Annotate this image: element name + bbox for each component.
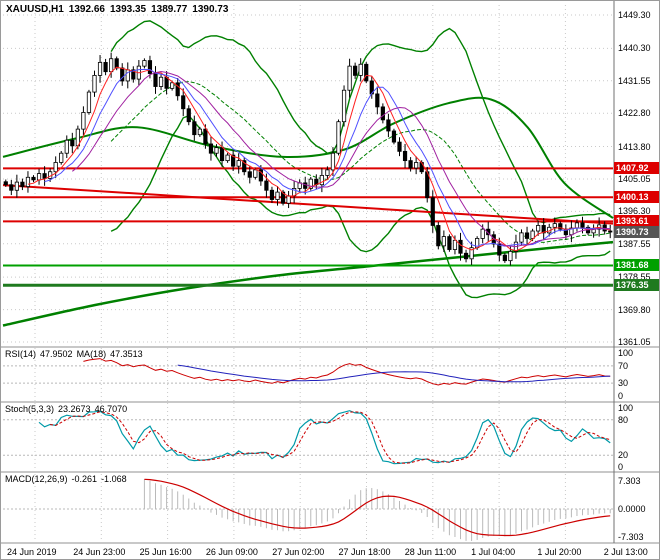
chart-title: XAUUSD,H1 1392.66 1393.35 1389.77 1390.73 bbox=[6, 4, 233, 15]
price-level-badge: 1376.35 bbox=[614, 278, 659, 291]
time-axis-label: 27 Jun 18:00 bbox=[338, 547, 391, 557]
stoch-name: Stoch(5,3,3) bbox=[5, 404, 55, 414]
macd-panel-label: MACD(12,26,9) -0.261 -1.068 bbox=[5, 474, 131, 484]
macd-scale-tick: 7.303 bbox=[618, 475, 641, 486]
rsi-ma-name: MA(18) bbox=[76, 349, 107, 359]
symbol-timeframe-label: XAUUSD,H1 bbox=[6, 4, 64, 15]
rsi-value: 47.9502 bbox=[40, 349, 73, 359]
rsi-name: RSI(14) bbox=[5, 349, 37, 359]
price-axis-tick: 1378.55 bbox=[618, 272, 651, 283]
rsi-scale-tick: 70 bbox=[618, 360, 629, 371]
rsi-scale-tick: 30 bbox=[618, 378, 629, 389]
time-axis-label: 28 Jun 11:00 bbox=[404, 547, 457, 557]
macd-name: MACD(12,26,9) bbox=[5, 474, 68, 484]
rsi-ma-value: 47.3513 bbox=[110, 349, 143, 359]
price-axis-tick: 1387.55 bbox=[618, 238, 651, 249]
time-axis-label: 24 Jun 2019 bbox=[7, 547, 57, 557]
stoch-scale-tick: 80 bbox=[618, 414, 629, 425]
price-axis-tick: 1405.05 bbox=[618, 173, 651, 184]
time-axis-label: 26 Jun 09:00 bbox=[205, 547, 258, 557]
ohlc-close: 1390.73 bbox=[192, 4, 229, 15]
price-axis-tick: 1396.30 bbox=[618, 206, 651, 217]
ohlc-high: 1393.35 bbox=[109, 4, 147, 15]
price-level-badge: 1393.61 bbox=[614, 214, 659, 227]
stoch-scale-tick: 100 bbox=[618, 403, 634, 413]
time-axis-label: 1 Jul 20:00 bbox=[537, 547, 582, 557]
rsi-scale-tick: 100 bbox=[618, 348, 634, 358]
rsi-panel-label: RSI(14) 47.9502 MA(18) 47.3513 bbox=[5, 349, 147, 359]
macd-value: -0.261 bbox=[71, 474, 98, 484]
stoch-panel-label: Stoch(5,3,3) 23.2673 46.7070 bbox=[5, 404, 131, 414]
stoch-scale-tick: 20 bbox=[618, 450, 629, 461]
price-axis-tick: 1361.05 bbox=[618, 337, 651, 347]
price-level-badge: 1381.68 bbox=[614, 259, 659, 272]
macd-signal-value: -1.068 bbox=[101, 474, 127, 484]
price-axis-tick: 1431.55 bbox=[618, 75, 651, 86]
price-axis-tick: 1440.30 bbox=[618, 43, 651, 54]
macd-scale-tick: -7.303 bbox=[618, 532, 644, 542]
macd-scale-tick: 0.0000 bbox=[618, 504, 646, 514]
price-level-badge: 1400.13 bbox=[614, 190, 659, 203]
time-axis-label: 2 Jul 13:00 bbox=[603, 547, 648, 557]
rsi-scale-tick: 0 bbox=[618, 391, 624, 401]
ohlc-low: 1389.77 bbox=[151, 4, 188, 15]
ohlc-open: 1392.66 bbox=[68, 4, 105, 15]
price-axis-tick: 1413.80 bbox=[618, 141, 651, 152]
stoch-d-value: 46.7070 bbox=[94, 404, 128, 414]
price-axis-tick: 1449.30 bbox=[618, 10, 651, 20]
price-axis-tick: 1422.80 bbox=[618, 108, 651, 119]
time-axis-label: 24 Jun 23:00 bbox=[73, 547, 126, 557]
time-axis-label: 25 Jun 16:00 bbox=[139, 547, 192, 557]
price-axis-tick: 1369.80 bbox=[618, 304, 651, 315]
time-axis-label: 1 Jul 04:00 bbox=[471, 547, 516, 557]
stoch-k-value: 23.2673 bbox=[58, 404, 91, 414]
price-level-badge: 1407.92 bbox=[614, 161, 659, 174]
time-axis-label: 27 Jun 02:00 bbox=[272, 547, 325, 557]
stoch-scale-tick: 0 bbox=[618, 462, 624, 472]
current-price-badge: 1390.73 bbox=[614, 226, 659, 239]
